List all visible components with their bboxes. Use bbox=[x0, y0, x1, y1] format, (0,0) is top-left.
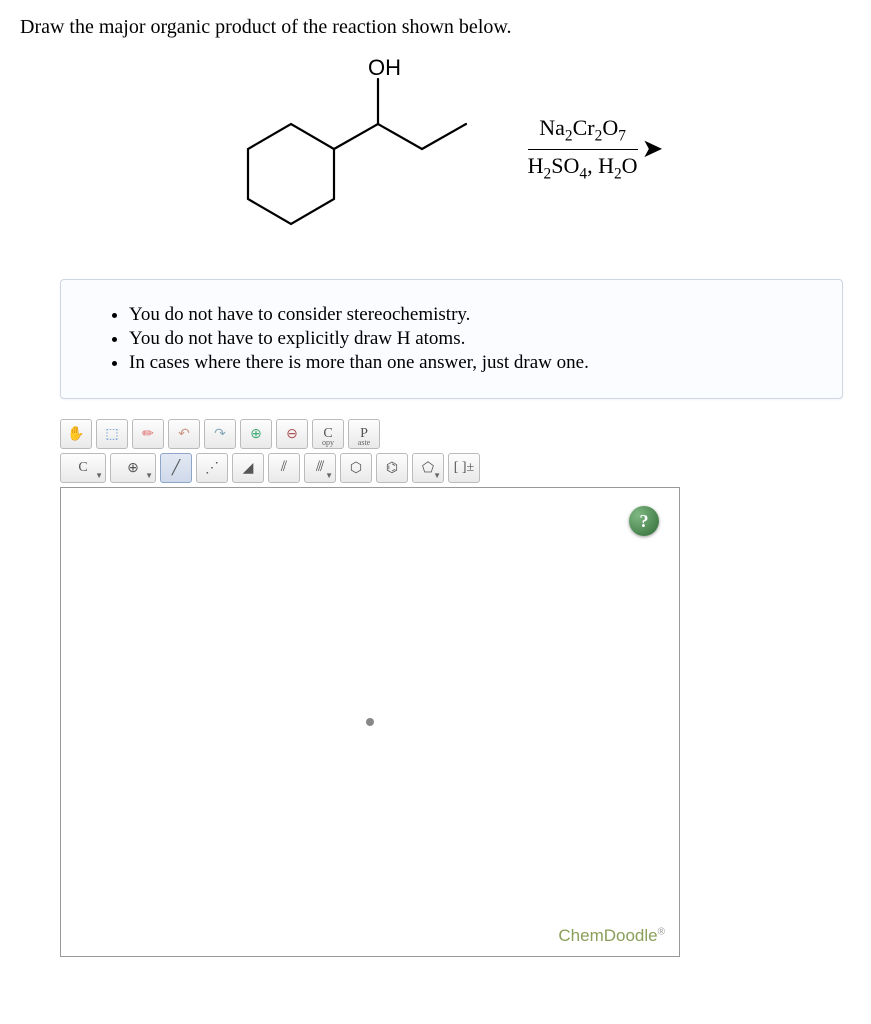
zoom-out-icon[interactable]: ⊖ bbox=[276, 419, 308, 449]
triple-bond[interactable]: ⫻▼ bbox=[304, 453, 336, 483]
reagent-top: Na2Cr2O7 bbox=[528, 115, 638, 146]
reaction-arrow-icon: ➤ bbox=[642, 134, 664, 164]
ring-pentagon[interactable]: ⬠▼ bbox=[412, 453, 444, 483]
reactant-structure: OH bbox=[208, 59, 488, 239]
toolbar-row-2: C▼⊕▼╱⋰◢⫽⫻▼⬡⌬⬠▼[ ]± bbox=[60, 453, 680, 483]
oh-label: OH bbox=[368, 59, 401, 80]
paste-button[interactable]: Paste bbox=[348, 419, 380, 449]
toolbar-row-1: ✋⬚✏↶↷⊕⊖CopyPaste bbox=[60, 419, 680, 449]
undo-icon[interactable]: ↶ bbox=[168, 419, 200, 449]
reaction-scheme: OH Na2Cr2O7 H2SO4, H2O ➤ bbox=[20, 59, 851, 239]
charge-button[interactable]: ⊕▼ bbox=[110, 453, 156, 483]
chemdoodle-editor: ✋⬚✏↶↷⊕⊖CopyPaste C▼⊕▼╱⋰◢⫽⫻▼⬡⌬⬠▼[ ]± ? Ch… bbox=[60, 419, 680, 957]
zoom-in-icon[interactable]: ⊕ bbox=[240, 419, 272, 449]
pan-icon[interactable]: ✋ bbox=[60, 419, 92, 449]
double-bond[interactable]: ⫽ bbox=[268, 453, 300, 483]
single-bond[interactable]: ╱ bbox=[160, 453, 192, 483]
instruction-item: You do not have to consider stereochemis… bbox=[129, 304, 814, 326]
copy-button[interactable]: Copy bbox=[312, 419, 344, 449]
help-button[interactable]: ? bbox=[629, 506, 659, 536]
ring-hexagon[interactable]: ⬡ bbox=[340, 453, 372, 483]
reagent-bottom: H2SO4, H2O bbox=[528, 153, 638, 184]
instruction-item: In cases where there is more than one an… bbox=[129, 352, 814, 374]
drawing-canvas[interactable]: ? ChemDoodle® bbox=[60, 487, 680, 957]
chemdoodle-brand: ChemDoodle® bbox=[558, 926, 665, 946]
reagent-conditions: Na2Cr2O7 H2SO4, H2O ➤ bbox=[528, 115, 664, 184]
element-picker[interactable]: C▼ bbox=[60, 453, 106, 483]
instructions-panel: You do not have to consider stereochemis… bbox=[60, 279, 843, 399]
recessed-bond[interactable]: ⋰ bbox=[196, 453, 228, 483]
select-icon[interactable]: ⬚ bbox=[96, 419, 128, 449]
ring-benzene[interactable]: ⌬ bbox=[376, 453, 408, 483]
eraser-icon[interactable]: ✏ bbox=[132, 419, 164, 449]
canvas-center-dot bbox=[366, 718, 374, 726]
bracket-charge[interactable]: [ ]± bbox=[448, 453, 480, 483]
wedge-bond[interactable]: ◢ bbox=[232, 453, 264, 483]
instructions-list: You do not have to consider stereochemis… bbox=[101, 304, 814, 374]
question-prompt: Draw the major organic product of the re… bbox=[20, 16, 851, 39]
redo-icon[interactable]: ↷ bbox=[204, 419, 236, 449]
instruction-item: You do not have to explicitly draw H ato… bbox=[129, 328, 814, 350]
